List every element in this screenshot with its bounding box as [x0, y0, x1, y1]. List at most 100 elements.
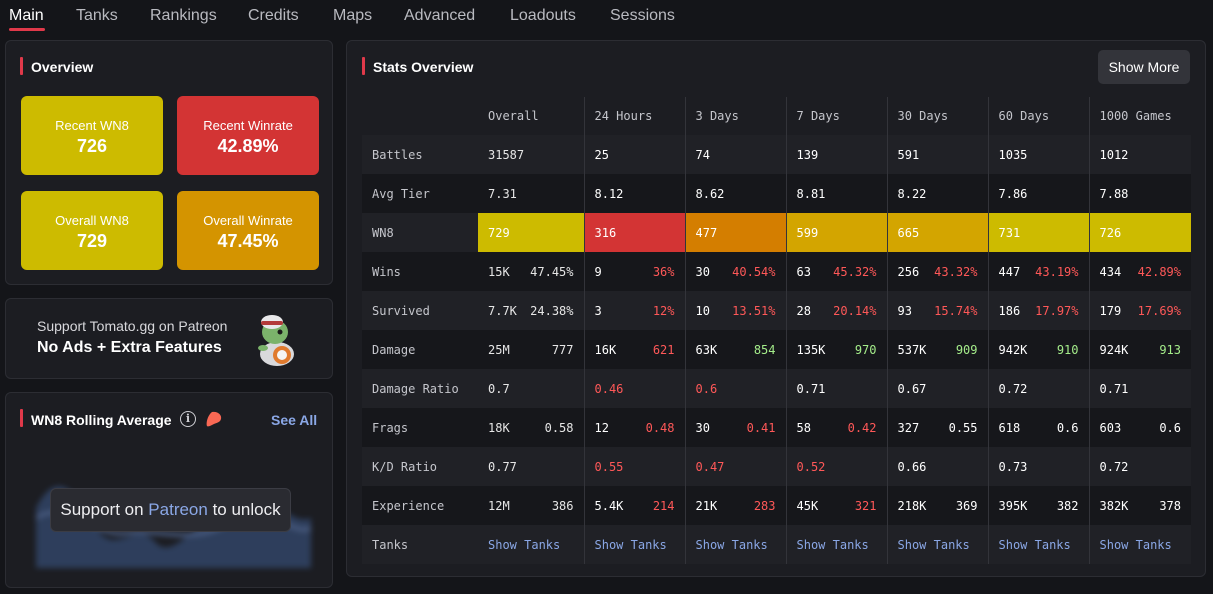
- tab-loadouts[interactable]: Loadouts: [510, 7, 576, 24]
- tile-value: 47.45%: [217, 231, 279, 251]
- table-cell: 74: [684, 135, 786, 174]
- overview-card: Overview Recent WN8 726 Recent Winrate 4…: [5, 40, 333, 285]
- cell-count: 179: [1099, 303, 1122, 318]
- see-all-link[interactable]: See All: [271, 412, 318, 428]
- patreon-card[interactable]: Support Tomato.gg on Patreon No Ads + Ex…: [5, 298, 333, 379]
- cell-avg: 378: [1159, 498, 1181, 513]
- show-tanks-link[interactable]: Show Tanks: [998, 537, 1071, 552]
- wn8-cell: 726: [1088, 213, 1191, 252]
- cell-total: 18K: [488, 420, 510, 435]
- unlock-suffix: to unlock: [207, 500, 281, 519]
- patreon-line2: No Ads + Extra Features: [37, 339, 222, 356]
- table-cell: 0.71: [1088, 369, 1191, 408]
- recent-winrate-tile: Recent Winrate 42.89%: [177, 96, 319, 175]
- table-cell: 135K 970: [785, 330, 887, 369]
- cell-total: 924K: [1099, 342, 1129, 357]
- unlock-prefix: Support on: [60, 500, 149, 519]
- cell-total: 12M: [488, 498, 510, 513]
- cell-count: 447: [998, 264, 1021, 279]
- cell-count: 28: [796, 303, 811, 318]
- table-cell: 924K 913: [1088, 330, 1191, 369]
- table-cell: 942K 910: [987, 330, 1089, 369]
- tab-tanks[interactable]: Tanks: [76, 7, 118, 24]
- wn8-cell: 316: [583, 213, 685, 252]
- show-tanks-link[interactable]: Show Tanks: [594, 537, 667, 552]
- row-label: Tanks: [362, 525, 478, 564]
- table-cell: 3 12%: [583, 291, 685, 330]
- row-label: Battles: [362, 135, 478, 174]
- table-cell: 0.47: [684, 447, 786, 486]
- tab-main[interactable]: Main: [9, 7, 44, 24]
- cell-value: 0.72: [998, 381, 1028, 396]
- cell-count: 7.7K: [488, 303, 517, 318]
- table-cell: 0.52: [785, 447, 887, 486]
- cell-rate: 47.45%: [530, 264, 574, 279]
- cell-avg: 854: [753, 342, 776, 357]
- cell-rate: 20.14%: [833, 303, 877, 318]
- table-cell: 7.86: [987, 174, 1089, 213]
- cell-pair: 30 0.41: [696, 421, 776, 435]
- show-tanks-link[interactable]: Show Tanks: [796, 537, 869, 552]
- cell-value: 7.88: [1099, 186, 1129, 201]
- patreon-logo-icon: [206, 411, 222, 427]
- cell-value: 0.7: [488, 381, 510, 396]
- show-tanks-link[interactable]: Show Tanks: [695, 537, 768, 552]
- tab-maps[interactable]: Maps: [333, 7, 373, 24]
- table-cell: 0.46: [583, 369, 685, 408]
- tab-rankings[interactable]: Rankings: [150, 7, 217, 24]
- patreon-unlock-box[interactable]: Support on Patreon to unlock: [50, 488, 291, 532]
- cell-total: 218K: [897, 498, 927, 513]
- table-row-survived: Survived 7.7K 24.38% 3 12% 10 13.51% 28 20.14% 93…: [362, 291, 1191, 330]
- cell-value: 8.81: [796, 186, 826, 201]
- cell-pair: 9 36%: [595, 265, 675, 279]
- cell-total: 603: [1099, 420, 1122, 435]
- table-cell: 537K 909: [886, 330, 988, 369]
- table-cell: Show Tanks: [583, 525, 685, 564]
- table-cell: 0.73: [987, 447, 1089, 486]
- row-label: Frags: [362, 408, 478, 447]
- cell-total: 21K: [695, 498, 718, 513]
- cell-avg: 621: [652, 342, 675, 357]
- cell-avg: 382: [1056, 498, 1079, 513]
- cell-value: 25: [594, 147, 609, 162]
- cell-value: 0.52: [796, 459, 826, 474]
- table-cell: 31587: [478, 135, 584, 174]
- table-cell: 8.22: [886, 174, 988, 213]
- table-cell: Show Tanks: [1088, 525, 1191, 564]
- cell-total: 25M: [488, 342, 510, 357]
- show-tanks-link[interactable]: Show Tanks: [488, 537, 561, 552]
- cell-rate: 24.38%: [530, 303, 574, 318]
- cell-count: 3: [594, 303, 602, 318]
- cell-pair: 3 12%: [595, 304, 675, 318]
- cell-total: 5.4K: [594, 498, 624, 513]
- cell-total: 395K: [998, 498, 1028, 513]
- table-cell: 45K 321: [785, 486, 887, 525]
- cell-count: 9: [594, 264, 602, 279]
- rolling-title: WN8 Rolling Average: [31, 412, 172, 428]
- cell-count: 93: [897, 303, 912, 318]
- overall-wn8-tile: Overall WN8 729: [21, 191, 163, 270]
- cell-pair: 382K 378: [1100, 499, 1182, 513]
- show-tanks-link[interactable]: Show Tanks: [1099, 537, 1172, 552]
- row-label: Avg Tier: [362, 174, 478, 213]
- row-label: Damage Ratio: [362, 369, 478, 408]
- cell-pair: 12 0.48: [595, 421, 675, 435]
- row-label: Experience: [362, 486, 478, 525]
- patreon-link[interactable]: Patreon: [148, 500, 208, 519]
- cell-pair: 618 0.6: [999, 421, 1079, 435]
- header-3-days: 3 Days: [684, 97, 786, 135]
- cell-count: 30: [695, 264, 710, 279]
- show-more-button[interactable]: Show More: [1098, 50, 1190, 84]
- tab-sessions[interactable]: Sessions: [610, 7, 675, 24]
- stats-overview-card: Stats Overview Show More Overall 24 Hour…: [346, 40, 1206, 577]
- show-tanks-link[interactable]: Show Tanks: [897, 537, 970, 552]
- cell-pair: 447 43.19%: [999, 265, 1079, 279]
- tab-credits[interactable]: Credits: [248, 7, 299, 24]
- cell-value: 0.67: [897, 381, 927, 396]
- tab-advanced[interactable]: Advanced: [404, 7, 476, 24]
- table-cell: 18K 0.58: [478, 408, 584, 447]
- table-cell: 93 15.74%: [886, 291, 988, 330]
- cell-avg: 0.41: [746, 420, 776, 435]
- info-icon[interactable]: i: [180, 411, 196, 427]
- table-cell: 5.4K 214: [583, 486, 685, 525]
